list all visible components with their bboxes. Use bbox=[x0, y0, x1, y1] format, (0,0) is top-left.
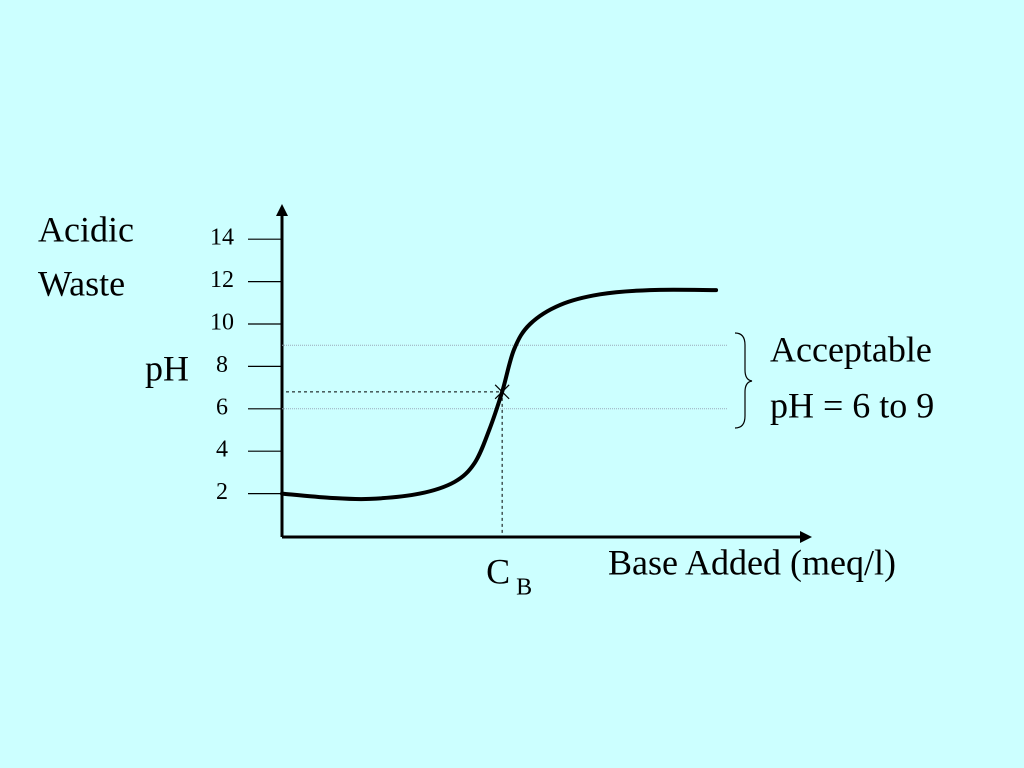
equivalence-marker bbox=[494, 384, 510, 400]
range-label: Acceptable bbox=[770, 329, 932, 369]
x-axis-label: Base Added (meq/l) bbox=[608, 542, 896, 582]
marker-label-sub: B bbox=[516, 575, 532, 601]
y-axis-arrow bbox=[276, 204, 288, 216]
range-label: pH = 6 to 9 bbox=[770, 385, 934, 425]
x-axis-arrow bbox=[800, 531, 812, 543]
y-tick-label: 10 bbox=[210, 310, 234, 336]
range-brace bbox=[734, 332, 753, 429]
y-top-label: Acidic bbox=[38, 209, 134, 249]
y-tick-label: 4 bbox=[216, 437, 228, 463]
marker-stroke bbox=[494, 384, 510, 400]
marker-label: C bbox=[486, 551, 510, 591]
titration-curve bbox=[280, 287, 719, 502]
y-top-label: Waste bbox=[38, 263, 125, 303]
y-tick-label: 6 bbox=[216, 394, 228, 420]
y-tick-label: 2 bbox=[216, 479, 228, 505]
y-axis-label: pH bbox=[145, 348, 189, 388]
y-tick-label: 8 bbox=[216, 352, 228, 378]
y-tick-label: 14 bbox=[210, 225, 234, 251]
y-tick-label: 12 bbox=[210, 267, 234, 293]
